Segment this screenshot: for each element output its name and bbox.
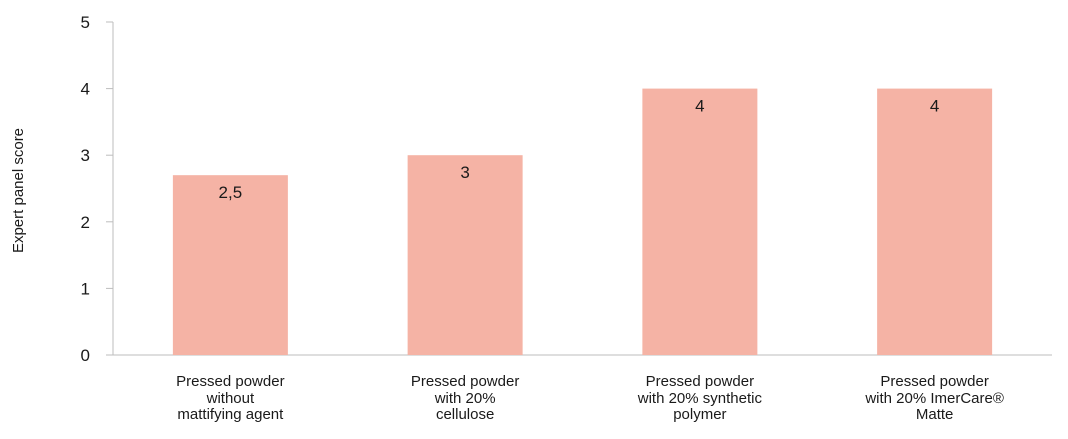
y-tick-label: 2 <box>81 213 90 232</box>
x-category-label: Pressed powder with 20% cellulose <box>390 373 540 424</box>
x-category-label-line: with 20% <box>434 389 496 407</box>
x-category-label-line: Matte <box>915 406 954 423</box>
bar <box>642 88 758 355</box>
y-tick-label: 1 <box>81 279 90 298</box>
bar <box>407 155 523 355</box>
x-category-label-line: Pressed powder <box>410 373 520 390</box>
x-category-label-line: polymer <box>673 406 727 423</box>
x-category-label-line: cellulose <box>435 406 495 423</box>
bar-value-label: 4 <box>930 97 939 116</box>
y-tick-label: 0 <box>81 346 90 365</box>
x-category-label-line: Pressed powder <box>645 373 755 390</box>
y-tick-label: 5 <box>81 13 90 32</box>
bar-value-label: 2,5 <box>219 183 243 202</box>
x-category-label: Pressed powder with 20% synthetic polymer <box>625 373 775 424</box>
bar <box>877 88 993 355</box>
x-category-label: Pressed powder without mattifying agent <box>155 373 305 424</box>
x-category-label-line: Pressed powder <box>880 373 989 390</box>
y-tick-label: 4 <box>81 80 90 99</box>
x-category-label-line: mattifying agent <box>177 406 284 423</box>
y-tick-label: 3 <box>81 146 90 165</box>
bar-value-label: 4 <box>695 97 704 116</box>
x-category-label-line: Pressed powder <box>176 373 285 390</box>
bar-value-label: 3 <box>460 163 469 182</box>
bar <box>172 175 288 355</box>
x-category-label-line: without <box>206 389 255 407</box>
x-category-label: Pressed powder with 20% ImerCare® Matte <box>860 373 1010 424</box>
x-category-label-line: with 20% synthetic <box>637 389 762 407</box>
x-category-label-line: with 20% ImerCare® <box>865 389 1004 407</box>
